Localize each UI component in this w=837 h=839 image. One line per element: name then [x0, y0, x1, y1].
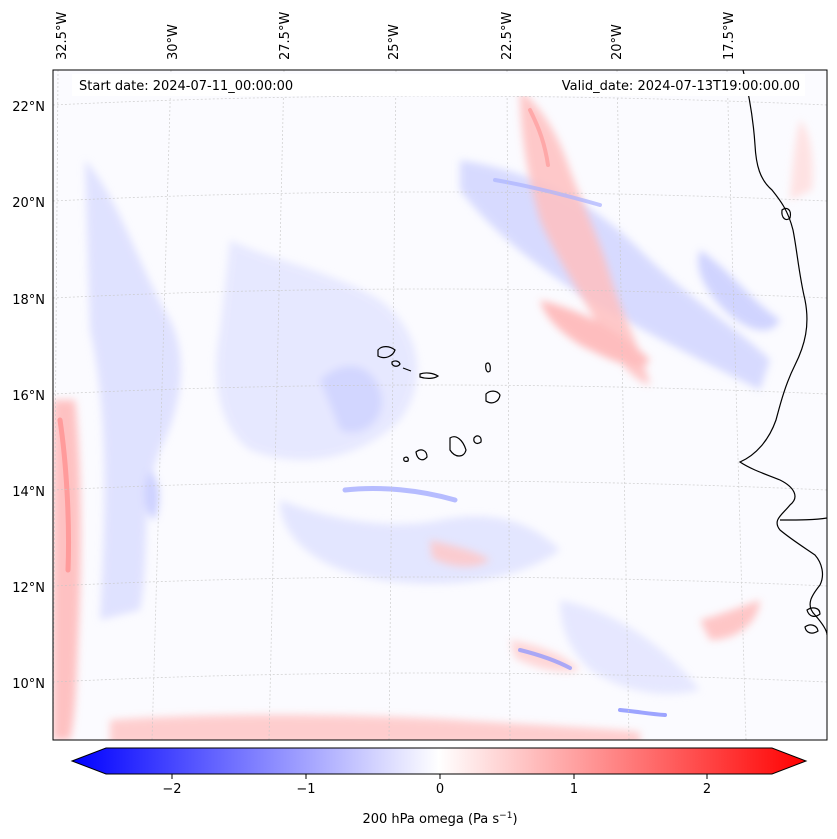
lon-label-32-5w: 32.5°W: [55, 12, 70, 60]
colorbar-tick-label-1: 1: [570, 782, 578, 797]
colorbar-tick-label-0: 0: [436, 782, 444, 797]
coastal-island-1: [781, 207, 792, 221]
lat-label-20n: 20°N: [12, 196, 45, 211]
island-fogo: [415, 449, 428, 461]
lon-label-17-5w: 17.5°W: [722, 12, 737, 60]
omega-negative-areas: [85, 160, 780, 694]
coast-gambia: [779, 517, 827, 521]
lat-label-10n: 10°N: [12, 677, 45, 692]
start-date-label: Start date: 2024-07-11_00:00:00: [79, 79, 293, 94]
map-header: Start date: 2024-07-11_00:00:00 Valid_da…: [72, 74, 805, 96]
colorbar-ticks: −2 −1 0 1 2: [162, 774, 711, 797]
coast-africa: [738, 70, 827, 636]
colorbar-tick-label-minus2: −2: [162, 782, 181, 797]
latitude-labels: 22°N 20°N 18°N 16°N 14°N 12°N 10°N: [12, 100, 45, 692]
lon-label-30w: 30°W: [166, 24, 181, 60]
colorbar-tick-label-minus1: −1: [296, 782, 315, 797]
map-panel: [52, 69, 828, 741]
omega-field: [53, 70, 827, 740]
island-maio: [473, 435, 482, 444]
lat-label-16n: 16°N: [12, 389, 45, 404]
colorbar-title-exponent: −1: [499, 811, 512, 821]
colorbar-title-close: ): [512, 812, 517, 827]
lat-label-12n: 12°N: [12, 581, 45, 596]
island-santa-luzia: [402, 367, 412, 372]
valid-date-label: Valid_date: 2024-07-13T19:00:00.00: [562, 79, 800, 94]
colorbar-title: 200 hPa omega (Pa s−1): [362, 811, 517, 827]
map-header-band: [72, 74, 805, 96]
lat-label-18n: 18°N: [12, 293, 45, 308]
lon-label-22-5w: 22.5°W: [500, 12, 515, 60]
island-brava: [403, 456, 409, 462]
coastal-island-2: [806, 607, 821, 617]
map-background: [53, 70, 827, 740]
colorbar: −2 −1 0 1 2 200 hPa omega (Pa s−1): [70, 747, 808, 827]
island-sao-vicente: [391, 360, 401, 367]
colorbar-bar: [70, 747, 808, 775]
map-gridlines: [53, 70, 827, 740]
lat-label-14n: 14°N: [12, 485, 45, 500]
colorbar-title-main: 200 hPa omega (Pa s: [362, 812, 499, 827]
island-santiago: [449, 436, 467, 457]
colorbar-tick-label-2: 2: [703, 782, 711, 797]
lon-label-25w: 25°W: [387, 24, 402, 60]
island-sal: [485, 362, 491, 373]
lon-label-27-5w: 27.5°W: [278, 12, 293, 60]
omega-streaks: [57, 108, 667, 717]
omega-positive-areas: [53, 90, 813, 740]
map-frame: [52, 69, 828, 741]
longitude-labels: 32.5°W 30°W 27.5°W 25°W 22.5°W 20°W 17.5…: [55, 12, 737, 60]
lat-label-22n: 22°N: [12, 100, 45, 115]
coastlines: [377, 70, 827, 636]
coastal-island-3: [804, 624, 819, 634]
island-boa-vista: [485, 390, 501, 404]
lon-label-20w: 20°W: [610, 24, 625, 60]
island-sao-nicolau: [419, 372, 440, 379]
island-santo-antao: [377, 346, 396, 359]
